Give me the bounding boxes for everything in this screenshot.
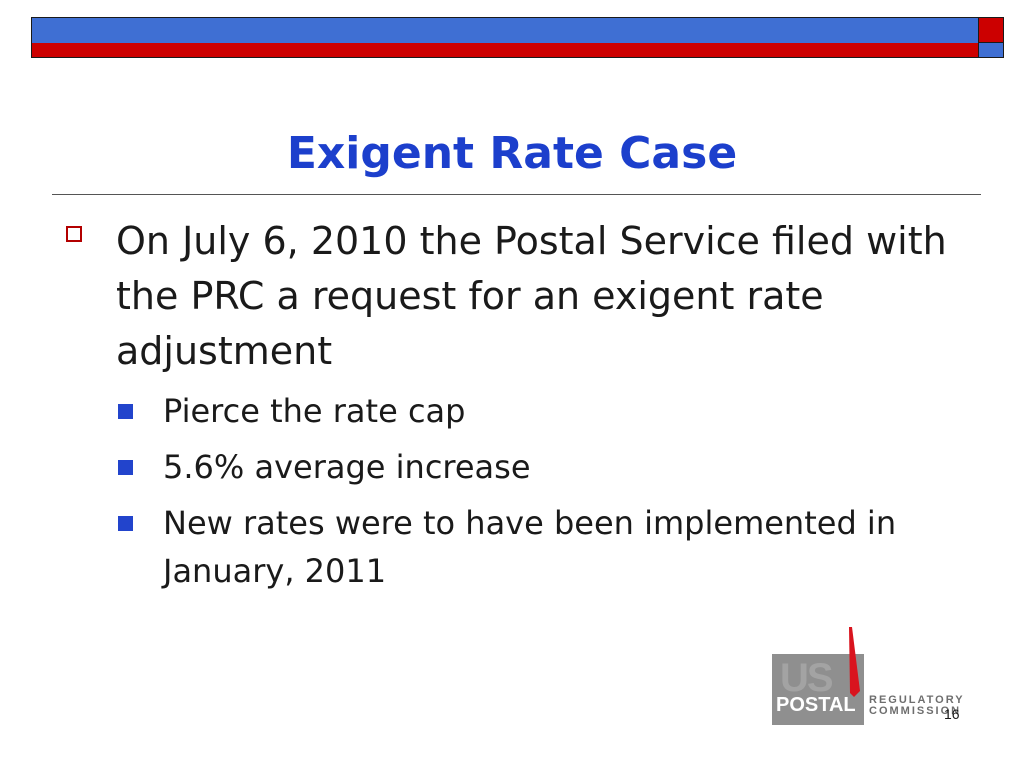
- logo-flag-icon: [849, 627, 860, 697]
- sub-bullet-text: New rates were to have been implemented …: [163, 504, 897, 590]
- filled-square-bullet-icon: [118, 516, 133, 531]
- logo-wordmark: REGULATORY COMMISSION: [869, 695, 965, 717]
- title-divider: [52, 194, 981, 195]
- banner-blue-square: [978, 43, 1003, 57]
- banner-red-square: [978, 18, 1003, 43]
- slide-body: On July 6, 2010 the Postal Service filed…: [62, 214, 962, 603]
- top-banner: [31, 17, 1004, 58]
- bullet-level2: 5.6% average increase: [62, 443, 962, 491]
- logo-us-text: US: [780, 656, 834, 700]
- logo-gray-block: US POSTAL: [772, 654, 864, 725]
- logo-wordmark-line1: REGULATORY: [869, 694, 965, 706]
- banner-red-stripe: [32, 43, 978, 57]
- bullet-level1: On July 6, 2010 the Postal Service filed…: [62, 214, 962, 379]
- filled-square-bullet-icon: [118, 404, 133, 419]
- logo-postal-text: POSTAL: [776, 694, 856, 716]
- logo-wordmark-line2: COMMISSION: [869, 705, 962, 717]
- page-number: 16: [944, 706, 960, 722]
- filled-square-bullet-icon: [118, 460, 133, 475]
- bullet-level2: Pierce the rate cap: [62, 387, 962, 435]
- postal-regulatory-commission-logo: US POSTAL REGULATORY COMMISSION: [772, 627, 972, 727]
- sub-bullet-text: Pierce the rate cap: [163, 392, 466, 430]
- hollow-square-bullet-icon: [66, 226, 82, 242]
- bullet-text: On July 6, 2010 the Postal Service filed…: [116, 219, 947, 373]
- bullet-level2: New rates were to have been implemented …: [62, 499, 962, 595]
- slide-title: Exigent Rate Case: [286, 128, 738, 179]
- sub-bullet-text: 5.6% average increase: [163, 448, 531, 486]
- banner-blue-stripe: [32, 18, 978, 44]
